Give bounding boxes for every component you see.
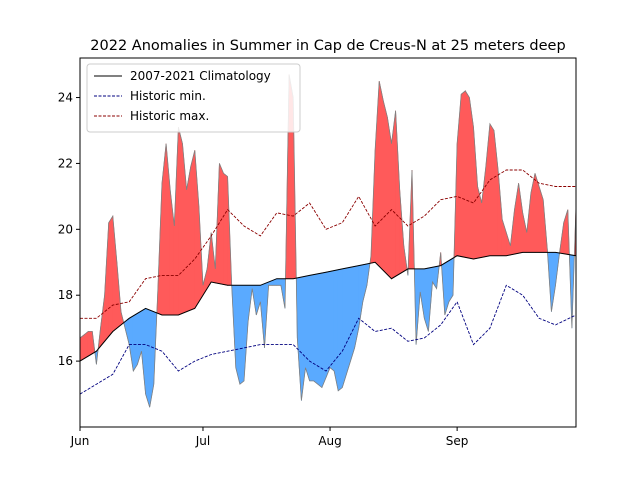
y-axis: 16 18 20 22 24 [58,91,80,368]
cold-anomaly-fill [305,275,310,381]
climatology-line [79,251,577,362]
historic-max-line [80,169,576,319]
cold-anomaly-fill [325,270,331,378]
y-tick-label: 22 [58,156,73,170]
warm-anomaly-fill [481,166,487,258]
cold-anomaly-fill [132,312,138,373]
cold-anomaly-fill [448,257,454,303]
cold-anomaly-fill [362,263,368,302]
warm-anomaly-fill [178,127,183,316]
cold-anomaly-fill [296,276,302,401]
warm-anomaly-fill [473,127,478,260]
warm-anomaly-fill [383,100,388,276]
cold-anomaly-fill [255,285,261,316]
cold-anomaly-fill [317,272,323,389]
x-tick-label: Sep [446,434,469,448]
series-lines [79,74,577,408]
warm-anomaly-fill [87,331,93,357]
legend-label: Historic min. [130,89,206,103]
x-tick-label: Jul [195,434,210,448]
cold-anomaly-fill [444,260,450,316]
cold-anomaly-fill [346,266,351,375]
warm-anomaly-fill [477,186,483,259]
warm-anomaly-fill [108,215,114,338]
legend: 2007-2021 Climatology Historic min. Histor… [86,63,301,133]
cold-anomaly-fill [354,265,360,348]
warm-anomaly-fill [219,163,224,285]
cold-anomaly-fill [141,307,146,395]
chart-title: 2022 Anomalies in Summer in Cap de Creus… [90,38,565,54]
y-tick-label: 16 [58,354,73,368]
warm-anomaly-fill [161,143,167,316]
x-tick-label: Aug [318,434,341,448]
warm-anomaly-fill [530,173,536,253]
warm-anomaly-fill [190,150,196,311]
y-tick-label: 18 [58,288,73,302]
warm-anomaly-fill [522,212,528,253]
warm-anomaly-fill [79,334,85,362]
cold-anomaly-fill [239,285,245,385]
legend-box [86,63,301,133]
cold-anomaly-fill [145,307,150,408]
x-axis: Jun Jul Aug Sep [70,427,469,448]
cold-anomaly-fill [313,273,319,385]
warm-anomaly-fill [489,122,495,256]
warm-anomaly-fill [518,183,524,254]
cold-anomaly-fill [149,309,155,408]
warm-anomaly-fill [538,186,544,253]
cold-anomaly-fill [329,270,335,372]
cold-anomaly-fill [350,266,355,362]
warm-anomaly-fill [83,330,89,360]
cold-anomaly-fill [276,278,282,286]
cold-anomaly-fill [128,315,134,372]
warm-anomaly-fill [112,216,118,333]
legend-label: 2007-2021 Climatology [130,69,271,83]
plot-frame [79,57,577,428]
warm-anomaly-fill [460,90,466,258]
warm-anomaly-fill [378,81,384,272]
cold-anomaly-fill [137,310,142,365]
cold-anomaly-fill [424,267,429,332]
x-tick-label: Jun [70,434,90,448]
cold-anomaly-fill [337,268,343,392]
cold-anomaly-fill [309,274,314,382]
cold-anomaly-fill [551,252,556,312]
y-tick-label: 24 [58,91,73,105]
legend-label: Historic max. [130,109,209,123]
observed-2022-line [79,74,577,408]
cold-anomaly-fill [342,267,347,388]
historic-min-line [79,284,577,395]
warm-anomaly-fill [223,172,228,286]
warm-anomaly-fill [395,110,401,277]
warm-anomaly-fill [465,89,470,259]
y-tick-label: 20 [58,222,73,236]
